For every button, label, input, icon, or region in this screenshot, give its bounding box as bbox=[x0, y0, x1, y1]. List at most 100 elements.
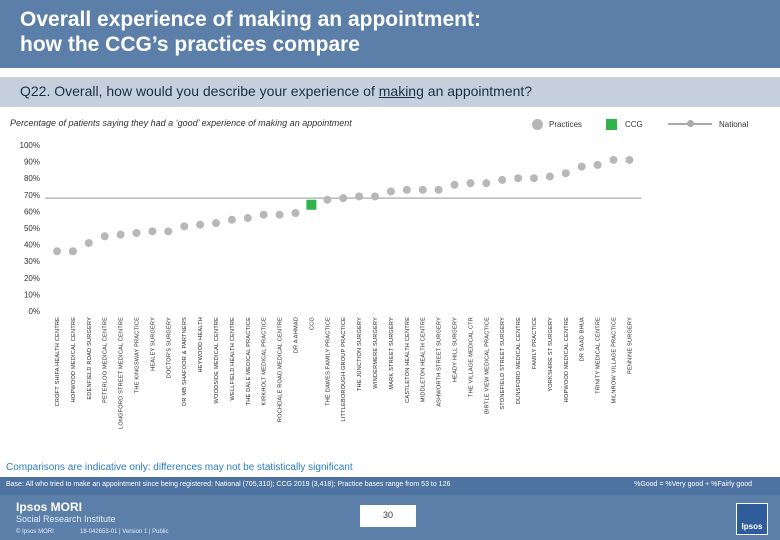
legend-national-marker bbox=[668, 120, 712, 127]
practice-point bbox=[212, 219, 220, 228]
x-category-label: BIRTLE VIEW MEDICAL PRACTICE bbox=[484, 317, 490, 414]
x-category-label: KIRKHOLT MEDICAL PRACTICE bbox=[262, 317, 268, 406]
practice-point bbox=[386, 187, 395, 196]
practice-point bbox=[450, 180, 459, 189]
x-category-label: LONGFORD STREET MEDICAL CENTRE bbox=[119, 317, 125, 429]
x-category-label: THE KINGSWAY PRACTICE bbox=[135, 317, 141, 393]
x-category-label: EDENFIELD ROAD SURGERY bbox=[87, 317, 93, 400]
practice-point bbox=[530, 174, 538, 183]
practice-point bbox=[434, 185, 443, 194]
practice-point bbox=[466, 179, 475, 188]
title-line-1: Overall experience of making an appointm… bbox=[20, 8, 481, 31]
practice-point bbox=[339, 194, 348, 203]
x-category-label: WOODSIDE MEDICAL CENTRE bbox=[214, 317, 220, 404]
practice-point bbox=[53, 247, 61, 256]
y-tick-label: 50% bbox=[24, 224, 40, 233]
practice-point bbox=[116, 230, 125, 239]
x-category-label: CCG bbox=[309, 317, 315, 330]
x-category-label: PENNINE SURGERY bbox=[627, 317, 633, 374]
x-category-label: HEALEY SURGERY bbox=[150, 317, 156, 371]
practice-point bbox=[625, 155, 634, 164]
practice-point bbox=[498, 175, 507, 184]
legend-ccg: CCG bbox=[606, 116, 643, 132]
brand-subtitle: Social Research Institute bbox=[16, 514, 116, 524]
y-tick-label: 70% bbox=[24, 191, 40, 200]
legend-national-label: National bbox=[719, 119, 749, 129]
x-category-label: HEADY HILL SURGERY bbox=[453, 317, 459, 382]
x-category-label: YORKSHIRE ST SURGERY bbox=[548, 317, 554, 392]
legend-practices-marker bbox=[532, 118, 543, 130]
chart-legend: Practices CCG National bbox=[532, 116, 780, 132]
x-category-label: WINDERMERE SURGERY bbox=[373, 317, 379, 389]
legend-ccg-label: CCG bbox=[625, 119, 643, 129]
question-underlined: making bbox=[378, 83, 424, 99]
x-category-label: DR SAAD BHUA bbox=[580, 317, 586, 361]
practice-point bbox=[243, 214, 252, 223]
x-category-label: THE DALE MEDICAL PRACTICE bbox=[246, 317, 252, 405]
x-category-label: FAMILY PRACTICE bbox=[532, 317, 538, 369]
x-category-label: HOPWOOD MEDICAL CENTRE bbox=[564, 317, 570, 402]
y-tick-label: 90% bbox=[24, 158, 40, 167]
practice-point bbox=[609, 155, 618, 164]
title-line-2: how the CCG’s practices compare bbox=[20, 33, 360, 56]
x-category-label: HEYWOOD HEALTH bbox=[198, 317, 204, 373]
copyright-text: © Ipsos MORI bbox=[16, 529, 54, 535]
practice-point bbox=[84, 238, 93, 247]
header-bar: Overall experience of making an appointm… bbox=[0, 0, 780, 68]
y-tick-label: 80% bbox=[24, 174, 40, 183]
ipsos-logo: Ipsos bbox=[736, 503, 768, 535]
page-title: Overall experience of making an appointm… bbox=[20, 7, 720, 57]
page-number-box bbox=[360, 505, 416, 527]
y-tick-label: 10% bbox=[24, 290, 40, 299]
y-tick-label: 20% bbox=[24, 274, 40, 283]
x-category-label: MILNROW VILLAGE PRACTICE bbox=[612, 317, 618, 404]
practice-point bbox=[196, 220, 205, 229]
practice-point bbox=[482, 179, 491, 188]
x-category-label: DOCTOR'S SURGERY bbox=[166, 317, 172, 378]
practice-point bbox=[148, 227, 157, 236]
x-category-label: MIDDLETON HEALTH CENTRE bbox=[421, 317, 427, 402]
legend-practices: Practices bbox=[532, 116, 582, 132]
good-definition-note: %Good = %Very good + %Fairly good bbox=[634, 481, 752, 488]
practice-point bbox=[68, 247, 77, 256]
practice-point bbox=[418, 185, 427, 194]
practice-point bbox=[100, 232, 109, 241]
base-bar bbox=[0, 477, 780, 495]
x-category-label: WELLFIELD HEALTH CENTRE bbox=[230, 317, 236, 401]
x-category-label: MARK STREET SURGERY bbox=[389, 317, 395, 390]
x-category-label: LITTLEBOROUGH GROUP PRACTICE bbox=[341, 317, 347, 422]
y-tick-label: 40% bbox=[24, 241, 40, 250]
x-category-label: ASHWORTH STREET SURGERY bbox=[437, 317, 443, 407]
practice-point bbox=[545, 172, 554, 181]
question-text: Q22. Overall, how would you describe you… bbox=[20, 83, 532, 99]
chart-subtitle: Percentage of patients saying they had a… bbox=[10, 118, 352, 128]
brand-name: Ipsos MORI bbox=[16, 500, 83, 514]
practice-point bbox=[593, 160, 602, 169]
page-number: 30 bbox=[382, 510, 393, 520]
ccg-marker bbox=[306, 199, 317, 210]
legend-ccg-marker bbox=[606, 118, 617, 130]
x-category-label: HOPWOOD MEDICAL CENTRE bbox=[71, 317, 77, 402]
practice-point bbox=[514, 174, 523, 183]
practice-point bbox=[164, 227, 173, 236]
practice-point bbox=[323, 195, 332, 204]
base-note: Base: All who tried to make an appointme… bbox=[6, 481, 451, 488]
x-category-label: STONEFIELD STREET SURGERY bbox=[500, 317, 506, 410]
comparisons-note: Comparisons are indicative only: differe… bbox=[6, 462, 353, 473]
question-prefix: Q22. Overall, how would you describe you… bbox=[20, 83, 379, 99]
practice-point bbox=[180, 222, 189, 231]
x-category-label: THE DAWES FAMILY PRACTICE bbox=[325, 317, 331, 406]
question-band bbox=[0, 77, 780, 107]
question-suffix: an appointment? bbox=[423, 83, 533, 99]
x-category-label: PETERLOO MEDICAL CENTRE bbox=[103, 317, 109, 403]
x-category-label: CROFT SHIFA HEALTH CENTRE bbox=[55, 317, 61, 406]
x-category-label: DR A AHMAD bbox=[294, 317, 300, 353]
practice-point bbox=[402, 185, 411, 194]
x-category-label: THE VILLAGE MEDICAL CTR bbox=[468, 317, 474, 397]
x-category-label: THE JUNCTION SURGERY bbox=[357, 317, 363, 391]
practice-point bbox=[577, 162, 586, 171]
x-category-label: ROCHDALE ROAD MEDICAL CENTRE bbox=[278, 317, 284, 422]
y-tick-label: 0% bbox=[28, 307, 40, 316]
legend-national: National bbox=[668, 116, 748, 132]
x-category-label: DR MB SHAFOOR & PARTNERS bbox=[182, 317, 188, 406]
